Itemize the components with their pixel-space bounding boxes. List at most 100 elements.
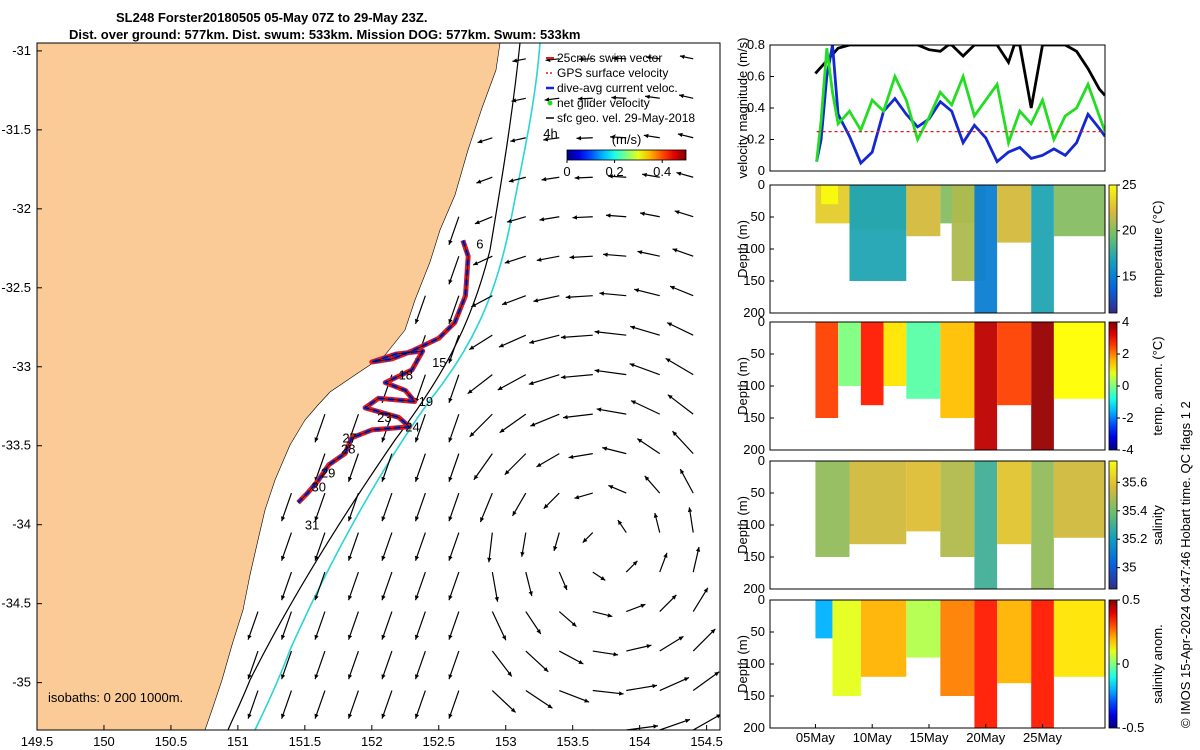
section-cell	[815, 600, 833, 639]
section-cell	[1053, 322, 1105, 399]
geo-velocity-arrowhead	[533, 298, 539, 303]
geo-velocity-arrow	[247, 650, 259, 680]
geo-velocity-arrow	[448, 374, 460, 403]
geo-velocity-arrow	[448, 256, 460, 285]
geo-velocity-arrowhead	[634, 288, 640, 293]
map-y-tick-label: -34.5	[1, 596, 31, 611]
section-y-tick-label: 0	[758, 177, 765, 192]
section-cell	[883, 322, 907, 386]
track-day-label: 6	[476, 236, 483, 251]
salinity-anomaly-section-plot	[815, 600, 1105, 728]
geo-velocity-arrowhead	[577, 96, 583, 101]
geo-velocity-arrow	[491, 611, 507, 641]
geo-velocity-arrowhead	[646, 644, 652, 649]
salinity-section-plot	[815, 461, 1105, 589]
section-y-tick-label: 200	[743, 581, 765, 596]
map-x-tick-label: 154.5	[690, 734, 723, 749]
geo-velocity-arrowhead	[448, 437, 453, 443]
section-colorbar-label: salinity anom.	[1150, 624, 1165, 703]
section-cell	[974, 600, 998, 728]
geo-velocity-arrowhead	[348, 555, 353, 561]
geo-velocity-arrowhead	[501, 635, 506, 641]
geo-velocity-arrowhead	[617, 520, 623, 526]
geo-velocity-arrowhead	[644, 475, 650, 481]
map-y-tick-label: -32.5	[1, 280, 31, 295]
geo-velocity-arrow	[314, 650, 326, 680]
geo-velocity-arrowhead	[381, 476, 386, 482]
geo-velocity-arrowhead	[473, 261, 479, 266]
map-x-tick-label: 154	[629, 734, 651, 749]
section-cell	[1053, 185, 1105, 237]
geo-velocity-arrowhead	[608, 174, 613, 179]
geo-velocity-arrow	[599, 292, 627, 297]
section-cell	[832, 600, 861, 696]
map-x-tick-label: 150.5	[155, 734, 188, 749]
section-colorbar-tick-label: -2	[1122, 410, 1134, 425]
section-y-tick-label: 150	[743, 410, 765, 425]
velocity-series-line	[815, 48, 1105, 162]
track-day-label: 27	[342, 431, 356, 446]
geo-velocity-arrowhead	[448, 239, 453, 245]
geo-velocity-arrowhead	[473, 474, 479, 480]
section-y-tick-label: 50	[751, 346, 765, 361]
section-y-tick-label: 50	[751, 209, 765, 224]
geo-velocity-arrowhead	[469, 345, 475, 350]
geo-velocity-arrowhead	[665, 358, 671, 363]
section-cell	[906, 600, 941, 658]
track-day-label: 15	[432, 355, 446, 370]
geo-velocity-arrowhead	[630, 325, 636, 330]
geo-velocity-arrowhead	[565, 294, 571, 300]
geo-velocity-arrowhead	[576, 136, 582, 141]
section-cell	[838, 322, 861, 386]
geo-velocity-arrowhead	[571, 621, 577, 627]
geo-velocity-arrowhead	[314, 674, 319, 680]
track-day-label: 24	[405, 420, 419, 435]
geo-velocity-arrow	[348, 453, 359, 482]
geo-velocity-arrow	[497, 374, 527, 391]
geo-velocity-arrow	[528, 374, 560, 385]
geo-velocity-arrowhead	[605, 213, 611, 218]
section-cell	[860, 322, 884, 406]
geo-velocity-arrowhead	[504, 259, 510, 264]
geo-velocity-arrowhead	[539, 217, 545, 222]
geo-velocity-arrowhead	[348, 713, 353, 719]
geo-velocity-arrowhead	[645, 94, 650, 100]
section-cell	[940, 600, 975, 696]
section-cell	[906, 461, 941, 532]
geo-velocity-arrow	[626, 725, 659, 730]
section-colorbar	[1108, 321, 1118, 451]
geo-velocity-arrow	[559, 650, 584, 665]
geo-velocity-arrow	[596, 408, 627, 415]
geo-velocity-arrowhead	[640, 603, 646, 608]
temperature-section-plot	[815, 185, 1105, 313]
geo-velocity-arrow	[469, 413, 493, 438]
geo-velocity-arrow	[491, 650, 513, 677]
geo-velocity-arrow	[629, 363, 660, 376]
velocity-series-line	[814, 45, 1105, 109]
geo-velocity-arrowhead	[710, 628, 716, 634]
section-x-tick-label: 05May	[796, 730, 836, 745]
geo-velocity-arrowhead	[504, 469, 510, 475]
geo-velocity-arrowhead	[348, 476, 353, 482]
geo-velocity-arrowhead	[414, 713, 420, 719]
geo-velocity-arrowhead	[714, 671, 720, 677]
geo-velocity-arrow	[448, 650, 460, 680]
map-y-tick-label: -34	[12, 517, 31, 532]
map-x-tick-label: 153.5	[556, 734, 589, 749]
chart-title-line2: Dist. over ground: 577km. Dist. swum: 53…	[69, 27, 581, 42]
geo-velocity-arrowhead	[611, 95, 616, 100]
geo-velocity-arrow	[281, 492, 293, 522]
geo-velocity-arrowhead	[618, 691, 624, 696]
geo-velocity-arrow	[666, 322, 694, 336]
geo-velocity-arrowhead	[247, 713, 252, 719]
geo-velocity-arrowhead	[476, 179, 482, 184]
geo-velocity-arrowhead	[582, 537, 588, 543]
geo-velocity-arrowhead	[687, 507, 693, 513]
land-coastline	[37, 43, 501, 730]
legend-label: net glider velocity	[557, 96, 650, 110]
track-day-label: 19	[419, 394, 433, 409]
section-y-tick-label: 100	[743, 241, 765, 256]
geo-velocity-arrow	[314, 532, 326, 561]
legend-label: GPS surface velocity	[557, 66, 668, 80]
geo-velocity-arrow	[559, 689, 590, 703]
